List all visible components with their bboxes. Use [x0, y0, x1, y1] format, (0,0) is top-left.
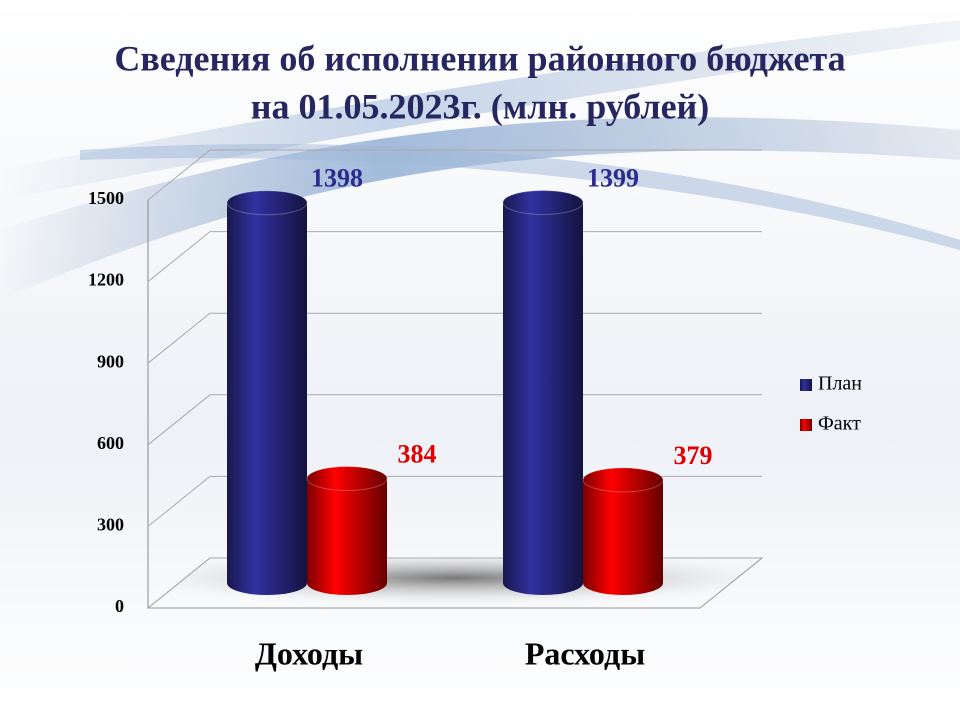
y-tick-label: 300 — [97, 515, 124, 535]
y-tick-label: 1500 — [88, 188, 124, 208]
decor-swoosh — [80, 144, 960, 250]
bar-top — [306, 466, 388, 492]
bar-top — [582, 467, 664, 493]
legend-swatch — [800, 419, 812, 431]
legend-swatch — [800, 379, 812, 391]
y-tick-label: 900 — [97, 351, 124, 371]
y-tick-label: 1200 — [88, 270, 124, 290]
chart-title: на 01.05.2023г. (млн. рублей) — [251, 86, 710, 126]
x-tick-label: Доходы — [255, 635, 363, 671]
y-tick-label: 0 — [115, 596, 124, 616]
bar — [503, 202, 583, 596]
legend-label: План — [818, 373, 862, 395]
bar — [307, 478, 387, 595]
bar-top — [502, 189, 584, 215]
bar — [583, 479, 663, 595]
y-tick-label: 600 — [97, 433, 124, 453]
value-label: 1399 — [587, 163, 639, 192]
bar — [227, 202, 307, 595]
grid-line — [147, 149, 762, 201]
value-label: 384 — [398, 440, 437, 469]
x-tick-label: Расходы — [525, 635, 645, 671]
value-label: 379 — [674, 441, 713, 470]
value-label: 1398 — [311, 164, 363, 193]
bar-top — [226, 190, 308, 216]
chart-title: Сведения об исполнении районного бюджета — [114, 38, 845, 78]
legend-label: Факт — [818, 413, 861, 435]
